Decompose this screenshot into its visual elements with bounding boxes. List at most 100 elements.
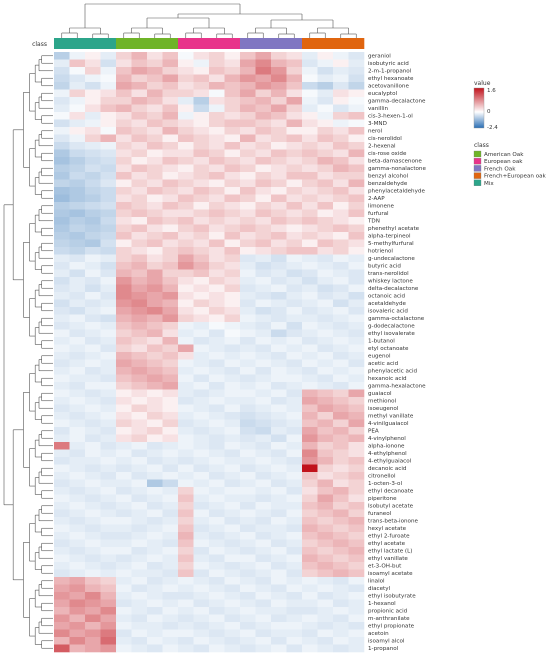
heatmap-cell [302,67,318,75]
heatmap-cell [333,547,349,555]
heatmap-cell [224,187,241,195]
heatmap-cell [286,239,303,248]
row-label: PEA [368,429,379,435]
heatmap-cell [302,194,318,203]
heatmap-cell [85,404,101,413]
heatmap-cell [317,232,334,240]
heatmap-cell [271,299,287,308]
heatmap-cell [348,284,365,293]
heatmap-cell [333,82,349,90]
heatmap-cell [302,254,318,263]
heatmap-cell [271,509,287,518]
heatmap-cell [54,404,70,413]
heatmap-cell [100,524,117,533]
heatmap-cell [240,494,256,503]
heatmap-cell [317,389,334,398]
heatmap-cell [209,82,225,90]
heatmap-cell [54,412,70,420]
heatmap-cell [54,179,70,188]
heatmap-cell [131,592,148,600]
class-legend-swatch [473,158,482,165]
heatmap-cell [131,209,148,218]
heatmap-cell [317,494,334,503]
heatmap-cell [302,569,318,578]
heatmap-cell [209,209,225,218]
heatmap-cell [131,404,148,413]
colorbar-title: value [474,80,491,87]
heatmap-cell [317,352,334,360]
heatmap-cell [116,487,132,495]
heatmap-cell [271,74,287,83]
heatmap-cell [224,89,241,98]
heatmap-cell [348,164,365,173]
heatmap-cell [131,142,148,150]
heatmap-cell [193,89,210,98]
heatmap-cell [162,382,179,390]
heatmap-cell [333,224,349,233]
heatmap-cell [302,307,318,315]
heatmap-cell [178,104,194,113]
heatmap-cell [317,224,334,233]
heatmap-cell [69,239,86,248]
heatmap-cell [271,494,287,503]
heatmap-cell [224,67,241,75]
heatmap-cell [286,232,303,240]
heatmap-cell [224,382,241,390]
heatmap-cell [348,547,365,555]
heatmap-cell [100,434,117,443]
heatmap-cell [240,299,256,308]
heatmap-cell [193,622,210,630]
heatmap-cell [147,194,163,203]
row-label: furaneol [368,511,392,517]
heatmap-cell [162,367,179,375]
heatmap-cell [69,644,86,653]
heatmap-cell [302,292,318,300]
heatmap-cell [54,547,70,555]
heatmap-cell [69,344,86,353]
heatmap-cell [178,202,194,210]
heatmap-cell [69,359,86,368]
heatmap-cell [286,509,303,518]
heatmap-cell [240,179,256,188]
heatmap-cell [224,247,241,255]
heatmap-cell [54,202,70,210]
heatmap-cell [224,292,241,300]
heatmap-cell [162,127,179,135]
heatmap-cell [271,629,287,638]
heatmap-cell [271,127,287,135]
heatmap-cell [100,52,117,60]
heatmap-cell [85,539,101,548]
class-cell [100,38,117,49]
heatmap-cell [147,97,163,105]
heatmap-cell [271,149,287,158]
heatmap-cell [348,419,365,428]
heatmap-cell [209,134,225,143]
heatmap-cell [286,127,303,135]
row-label: TDN [367,219,380,225]
heatmap-cell [348,307,365,315]
heatmap-cell [333,187,349,195]
heatmap-cell [162,607,179,615]
heatmap-cell [54,307,70,315]
heatmap-cell [286,277,303,285]
heatmap-cell [224,224,241,233]
heatmap-cell [85,577,101,585]
heatmap-cell [224,59,241,68]
heatmap-cell [302,202,318,210]
heatmap-cell [271,584,287,593]
heatmap-cell [85,67,101,75]
row-label: isobutyric acid [368,61,409,67]
heatmap-cell [116,352,132,360]
heatmap-cell [348,277,365,285]
heatmap-cell [333,464,349,473]
heatmap-cell [193,202,210,210]
heatmap-cell [302,509,318,518]
heatmap-cell [317,254,334,263]
heatmap-cell [348,539,365,548]
heatmap-cell [240,97,256,105]
heatmap-cell [193,577,210,585]
heatmap-cell [333,607,349,615]
heatmap-cell [209,487,225,495]
heatmap-cell [193,629,210,638]
heatmap-cell [317,464,334,473]
